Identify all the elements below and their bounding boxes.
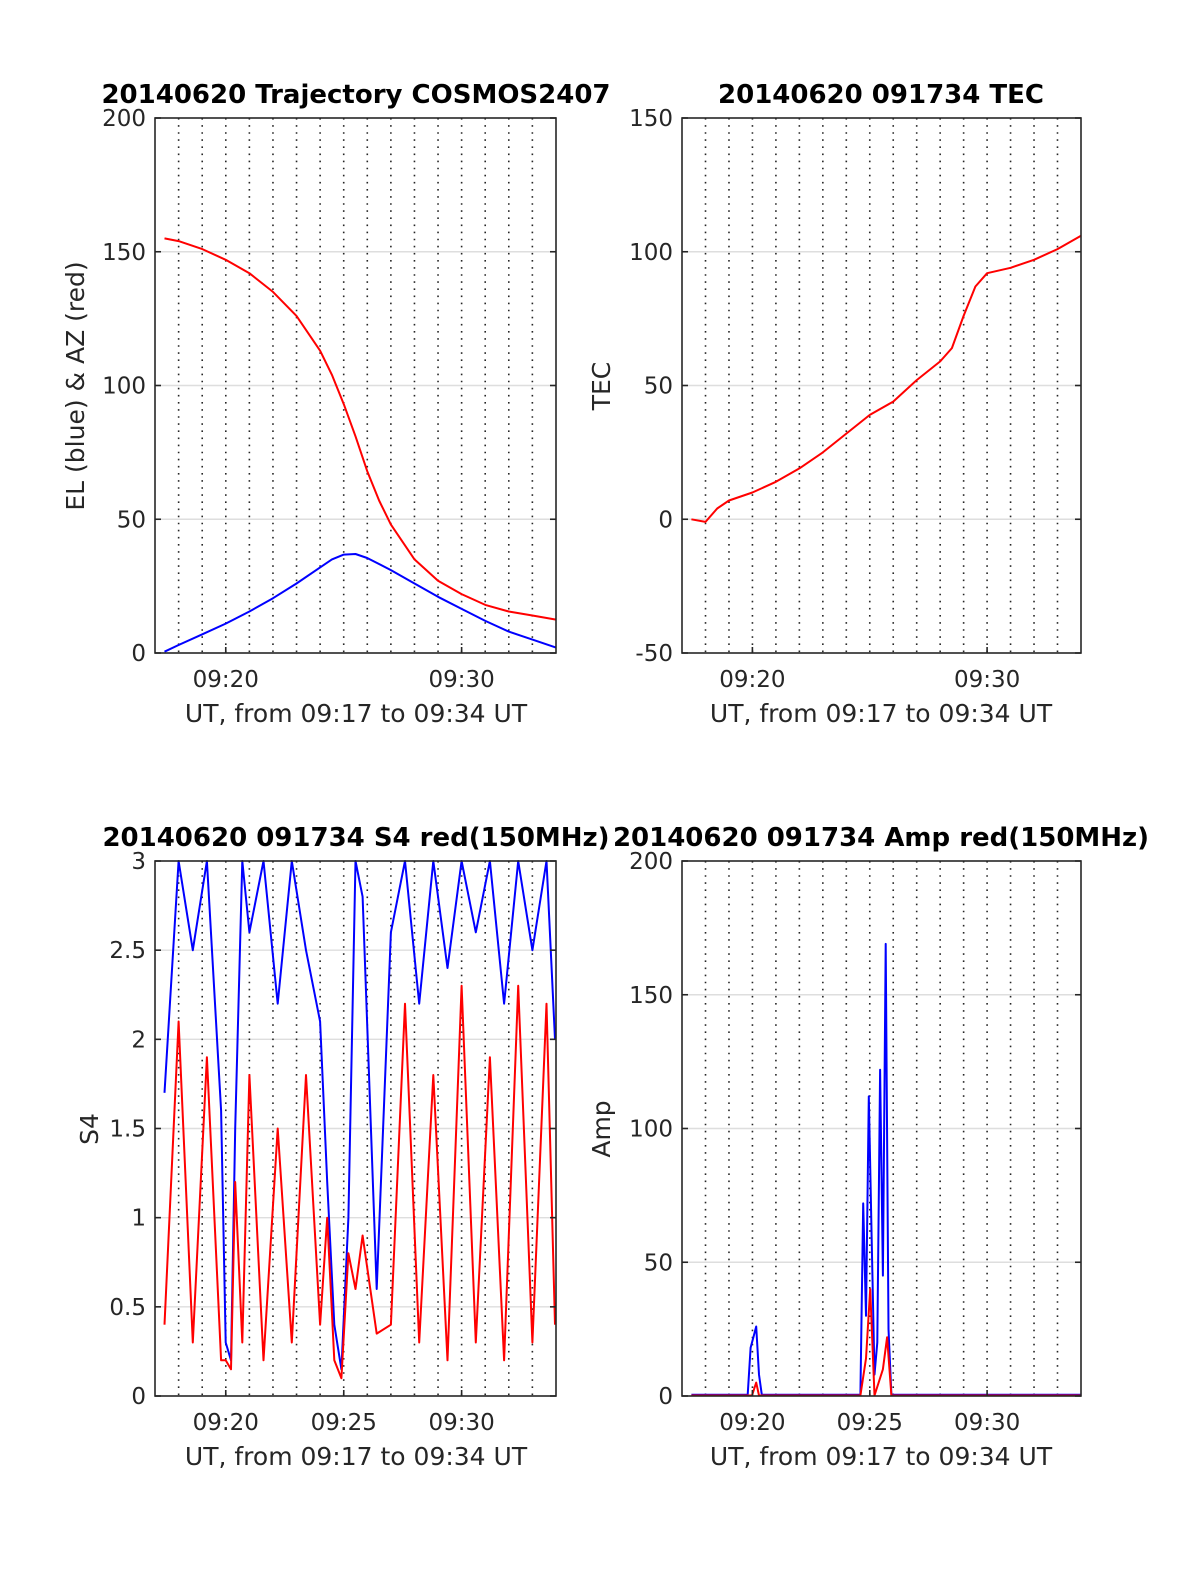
panel-amp: 20140620 091734 Amp red(150MHz) 0 50 100 15…	[587, 823, 1149, 1471]
x-tick-label: 09:20	[193, 1410, 259, 1436]
y-tick-label: 50	[644, 374, 673, 400]
y-axis-label: S4	[75, 1113, 104, 1145]
x-tick-label: 09:25	[837, 1410, 903, 1436]
axes-s4: 0 0.5 1 1.5 2 2.5 3 09:20 09:25 09:30	[109, 849, 557, 1436]
chart-title: 20140620 Trajectory COSMOS2407	[101, 80, 610, 110]
series-line	[691, 234, 1082, 523]
x-tick-label: 09:20	[193, 667, 259, 693]
y-tick-label: -50	[635, 641, 673, 667]
panel-tec: 20140620 091734 TEC -50 0 50 100 150 09:20 09:…	[587, 80, 1082, 728]
y-axis-label: TEC	[587, 362, 616, 412]
y-tick-label: 100	[629, 240, 673, 266]
chart-title: 20140620 091734 Amp red(150MHz)	[613, 823, 1149, 853]
y-tick-label: 3	[131, 849, 146, 875]
panel-s4: 20140620 091734 S4 red(150MHz) 0 0.5 1 1.5 2…	[75, 823, 610, 1471]
series-line	[163, 860, 556, 1371]
y-tick-label: 2	[131, 1027, 146, 1053]
x-axis-label: UT, from 09:17 to 09:34 UT	[710, 1442, 1053, 1471]
axes-trajectory: 0 50 100 150 200 09:20 09:30	[102, 106, 557, 693]
chart-title: 20140620 091734 S4 red(150MHz)	[102, 823, 609, 853]
y-tick-label: 200	[629, 849, 673, 875]
series-line	[164, 237, 557, 621]
y-tick-label: 0	[658, 1384, 673, 1410]
series-line	[163, 984, 556, 1380]
x-tick-label: 09:25	[311, 1410, 377, 1436]
x-tick-label: 09:30	[954, 1410, 1020, 1436]
series-line	[691, 942, 1081, 1396]
y-tick-label: 50	[117, 507, 146, 533]
y-tick-label: 150	[102, 240, 146, 266]
y-tick-label: 50	[644, 1250, 673, 1276]
series-line	[691, 1288, 1081, 1397]
x-tick-label: 09:20	[719, 1410, 785, 1436]
chart-title: 20140620 091734 TEC	[718, 80, 1044, 110]
y-tick-label: 0	[131, 641, 146, 667]
y-tick-label: 150	[629, 983, 673, 1009]
y-axis-label: EL (blue) & AZ (red)	[61, 261, 90, 510]
y-tick-label: 100	[102, 374, 146, 400]
axes-amp: 0 50 100 150 200 09:20 09:25 09:30	[629, 849, 1082, 1436]
y-tick-label: 1	[131, 1206, 146, 1232]
y-tick-label: 0	[131, 1384, 146, 1410]
x-tick-label: 09:30	[428, 667, 494, 693]
y-tick-label: 100	[629, 1117, 673, 1143]
x-axis-label: UT, from 09:17 to 09:34 UT	[710, 699, 1053, 728]
y-tick-label: 0.5	[109, 1295, 146, 1321]
y-tick-label: 2.5	[109, 938, 146, 964]
y-tick-label: 0	[658, 507, 673, 533]
x-axis-label: UT, from 09:17 to 09:34 UT	[185, 699, 528, 728]
y-tick-label: 150	[629, 106, 673, 132]
series-line	[164, 553, 557, 653]
y-tick-label: 200	[102, 106, 146, 132]
y-axis-label: Amp	[587, 1100, 616, 1157]
panel-trajectory: 20140620 Trajectory COSMOS2407 0 50 100 150…	[61, 80, 611, 728]
y-tick-label: 1.5	[109, 1117, 146, 1143]
x-tick-label: 09:20	[719, 667, 785, 693]
axes-tec: -50 0 50 100 150 09:20 09:30	[629, 106, 1082, 693]
x-axis-label: UT, from 09:17 to 09:34 UT	[185, 1442, 528, 1471]
x-tick-label: 09:30	[954, 667, 1020, 693]
x-tick-label: 09:30	[428, 1410, 494, 1436]
